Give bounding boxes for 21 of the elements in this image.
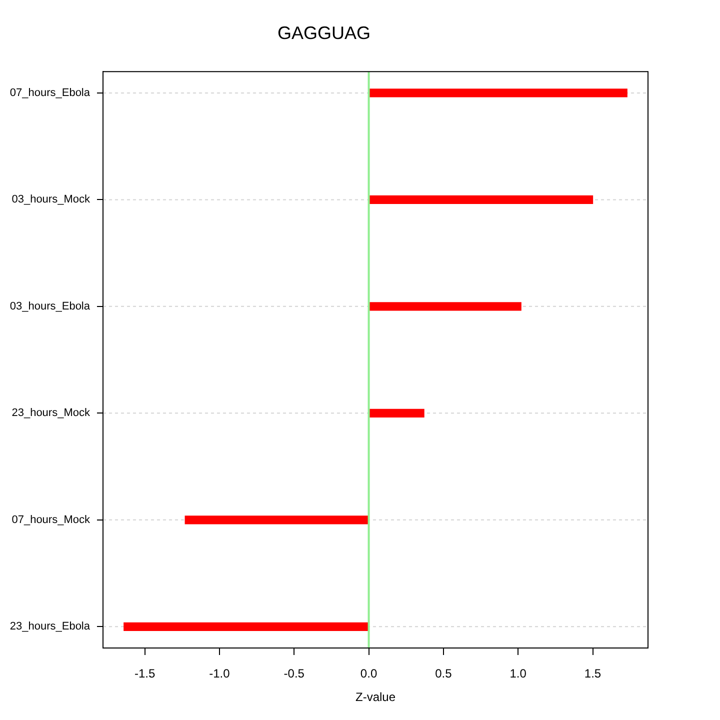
bar bbox=[368, 195, 594, 204]
x-tick-label: 1.0 bbox=[510, 666, 527, 681]
y-tick-label: 03_hours_Mock bbox=[12, 194, 90, 206]
bar bbox=[368, 88, 628, 98]
bar bbox=[124, 622, 369, 631]
x-tick-label: 0.5 bbox=[435, 666, 452, 681]
x-tick-label: -1.0 bbox=[209, 666, 230, 681]
y-tick-label: 23_hours_Ebola bbox=[10, 620, 91, 633]
y-tick-label: 07_hours_Mock bbox=[12, 514, 90, 526]
x-tick-label: 0.0 bbox=[360, 666, 378, 681]
y-tick-label: 23_hours_Mock bbox=[12, 407, 90, 420]
x-tick-label: 1.5 bbox=[584, 666, 602, 681]
y-tick-label: 07_hours_Ebola bbox=[10, 86, 91, 99]
chart-title: GAGGUAG bbox=[277, 22, 371, 43]
bar bbox=[184, 516, 369, 524]
x-tick-label: -1.5 bbox=[134, 666, 156, 681]
x-axis-title: Z-value bbox=[355, 690, 396, 704]
x-tick-label: -0.5 bbox=[284, 666, 305, 681]
bar bbox=[368, 408, 424, 418]
y-tick-label: 03_hours_Ebola bbox=[10, 300, 91, 312]
bar bbox=[368, 302, 522, 311]
